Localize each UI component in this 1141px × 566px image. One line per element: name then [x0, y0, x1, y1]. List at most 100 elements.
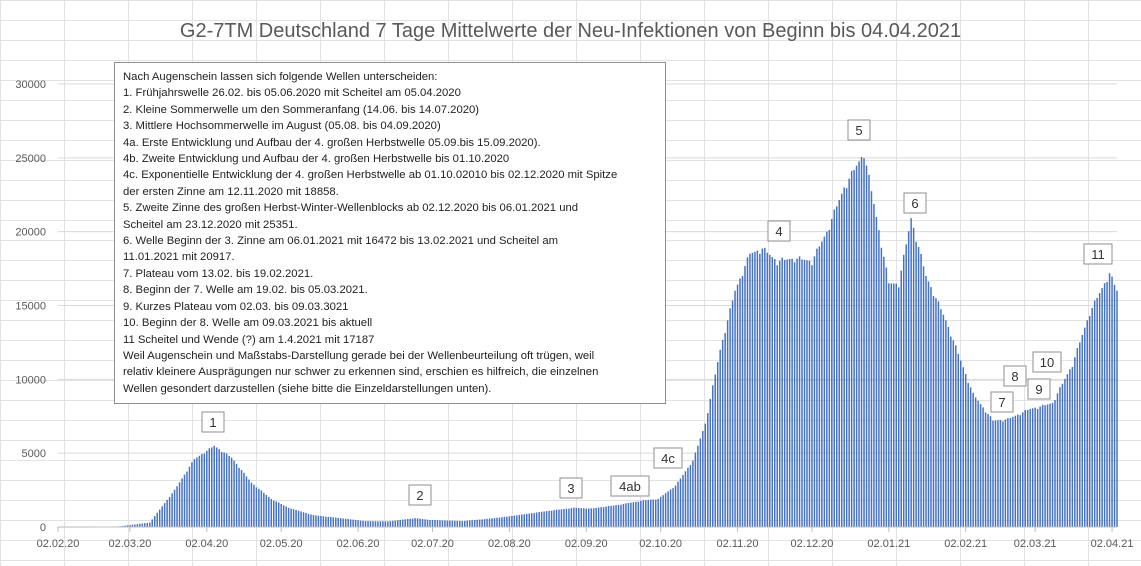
bar	[952, 340, 955, 527]
bar	[902, 254, 905, 527]
bar	[533, 513, 535, 527]
bar	[570, 508, 573, 527]
bar	[960, 360, 962, 527]
wave-label: 4c	[653, 447, 683, 469]
bar	[416, 518, 419, 527]
bar	[392, 520, 394, 527]
bar	[610, 505, 612, 527]
bar	[558, 509, 560, 527]
bar	[516, 515, 518, 527]
bar	[565, 508, 568, 527]
bar	[421, 519, 424, 527]
bar	[694, 452, 697, 527]
bar	[1044, 405, 1046, 527]
bar	[597, 507, 600, 527]
bar	[349, 519, 352, 527]
bar	[235, 463, 238, 527]
bar	[786, 259, 788, 527]
bar	[707, 413, 709, 527]
bar	[163, 503, 166, 527]
bar	[880, 247, 883, 528]
bar	[511, 515, 513, 527]
bar	[173, 489, 176, 527]
x-tick-label: 02.11.20	[717, 538, 759, 550]
svg-text:3: 3	[567, 481, 574, 496]
bar	[776, 265, 778, 527]
y-tick-label: 30000	[15, 79, 46, 91]
bar	[141, 523, 144, 527]
bar	[238, 467, 240, 527]
bar	[826, 231, 828, 527]
bar	[860, 156, 863, 527]
annotation-line: der ersten Zinne am 12.11.2020 mit 18858…	[123, 185, 339, 198]
bar	[845, 188, 848, 527]
bar	[178, 482, 181, 527]
bar	[947, 326, 950, 527]
bar	[977, 400, 979, 527]
bar	[741, 276, 744, 527]
bar	[677, 481, 679, 527]
bar	[144, 523, 146, 527]
bar	[1116, 290, 1118, 527]
bar	[838, 200, 840, 527]
bar	[317, 515, 320, 527]
bar	[404, 519, 406, 527]
x-tick-label: 02.02.20	[37, 538, 80, 550]
x-tick-label: 02.03.21	[1014, 538, 1057, 550]
bar	[1051, 402, 1054, 527]
annotation-line: 8. Beginn der 7. Welle am 19.02. bis 05.…	[123, 284, 368, 297]
bar	[335, 517, 337, 527]
bar	[426, 519, 429, 527]
bar	[967, 382, 969, 527]
bar	[627, 503, 630, 527]
bar	[1066, 374, 1069, 527]
annotation-line: Wellen gesondert darzustellen (siehe bit…	[123, 382, 492, 395]
bar	[503, 516, 506, 527]
bar	[523, 514, 526, 527]
chart-title: G2-7TM Deutschland 7 Tage Mittelwerte de…	[179, 20, 962, 42]
bar	[342, 518, 344, 527]
bar	[1098, 293, 1101, 527]
bar	[168, 497, 171, 527]
bar	[131, 524, 134, 527]
bar	[751, 252, 754, 527]
bar	[483, 519, 486, 527]
bar	[654, 499, 657, 527]
bar	[974, 397, 977, 527]
bar	[136, 524, 139, 527]
bar	[667, 491, 669, 527]
bar	[463, 520, 466, 527]
bar	[215, 447, 218, 527]
bar	[774, 259, 776, 527]
bar	[151, 519, 153, 527]
bar	[255, 487, 258, 527]
bar	[1111, 276, 1113, 527]
bar	[783, 259, 786, 527]
bar	[553, 510, 555, 527]
svg-text:4c: 4c	[661, 451, 675, 466]
bar	[749, 253, 751, 528]
annotation-line: 6. Welle Beginn der 3. Zinne am 06.01.20…	[123, 235, 559, 248]
bar	[473, 519, 476, 527]
wave-label: 4ab	[610, 475, 650, 497]
wave-label: 10	[1032, 351, 1062, 373]
bar	[873, 204, 875, 527]
bar	[466, 520, 468, 527]
bar	[424, 519, 426, 527]
bar	[649, 499, 652, 527]
wave-label: 11	[1083, 243, 1113, 265]
bar	[1103, 283, 1106, 527]
bar	[1076, 348, 1079, 527]
bar	[831, 219, 833, 527]
bar	[746, 257, 749, 527]
bar	[459, 521, 461, 527]
bar	[756, 250, 759, 528]
bar	[714, 374, 716, 527]
annotation-line: 4a. Erste Entwicklung und Aufbau der 4. …	[123, 136, 541, 149]
bar	[156, 512, 158, 527]
bar	[1054, 400, 1056, 527]
bar	[225, 453, 228, 527]
annotation-line: 11.01.2021 mit 20917.	[123, 251, 235, 264]
bar	[280, 504, 282, 527]
bar	[451, 520, 454, 527]
